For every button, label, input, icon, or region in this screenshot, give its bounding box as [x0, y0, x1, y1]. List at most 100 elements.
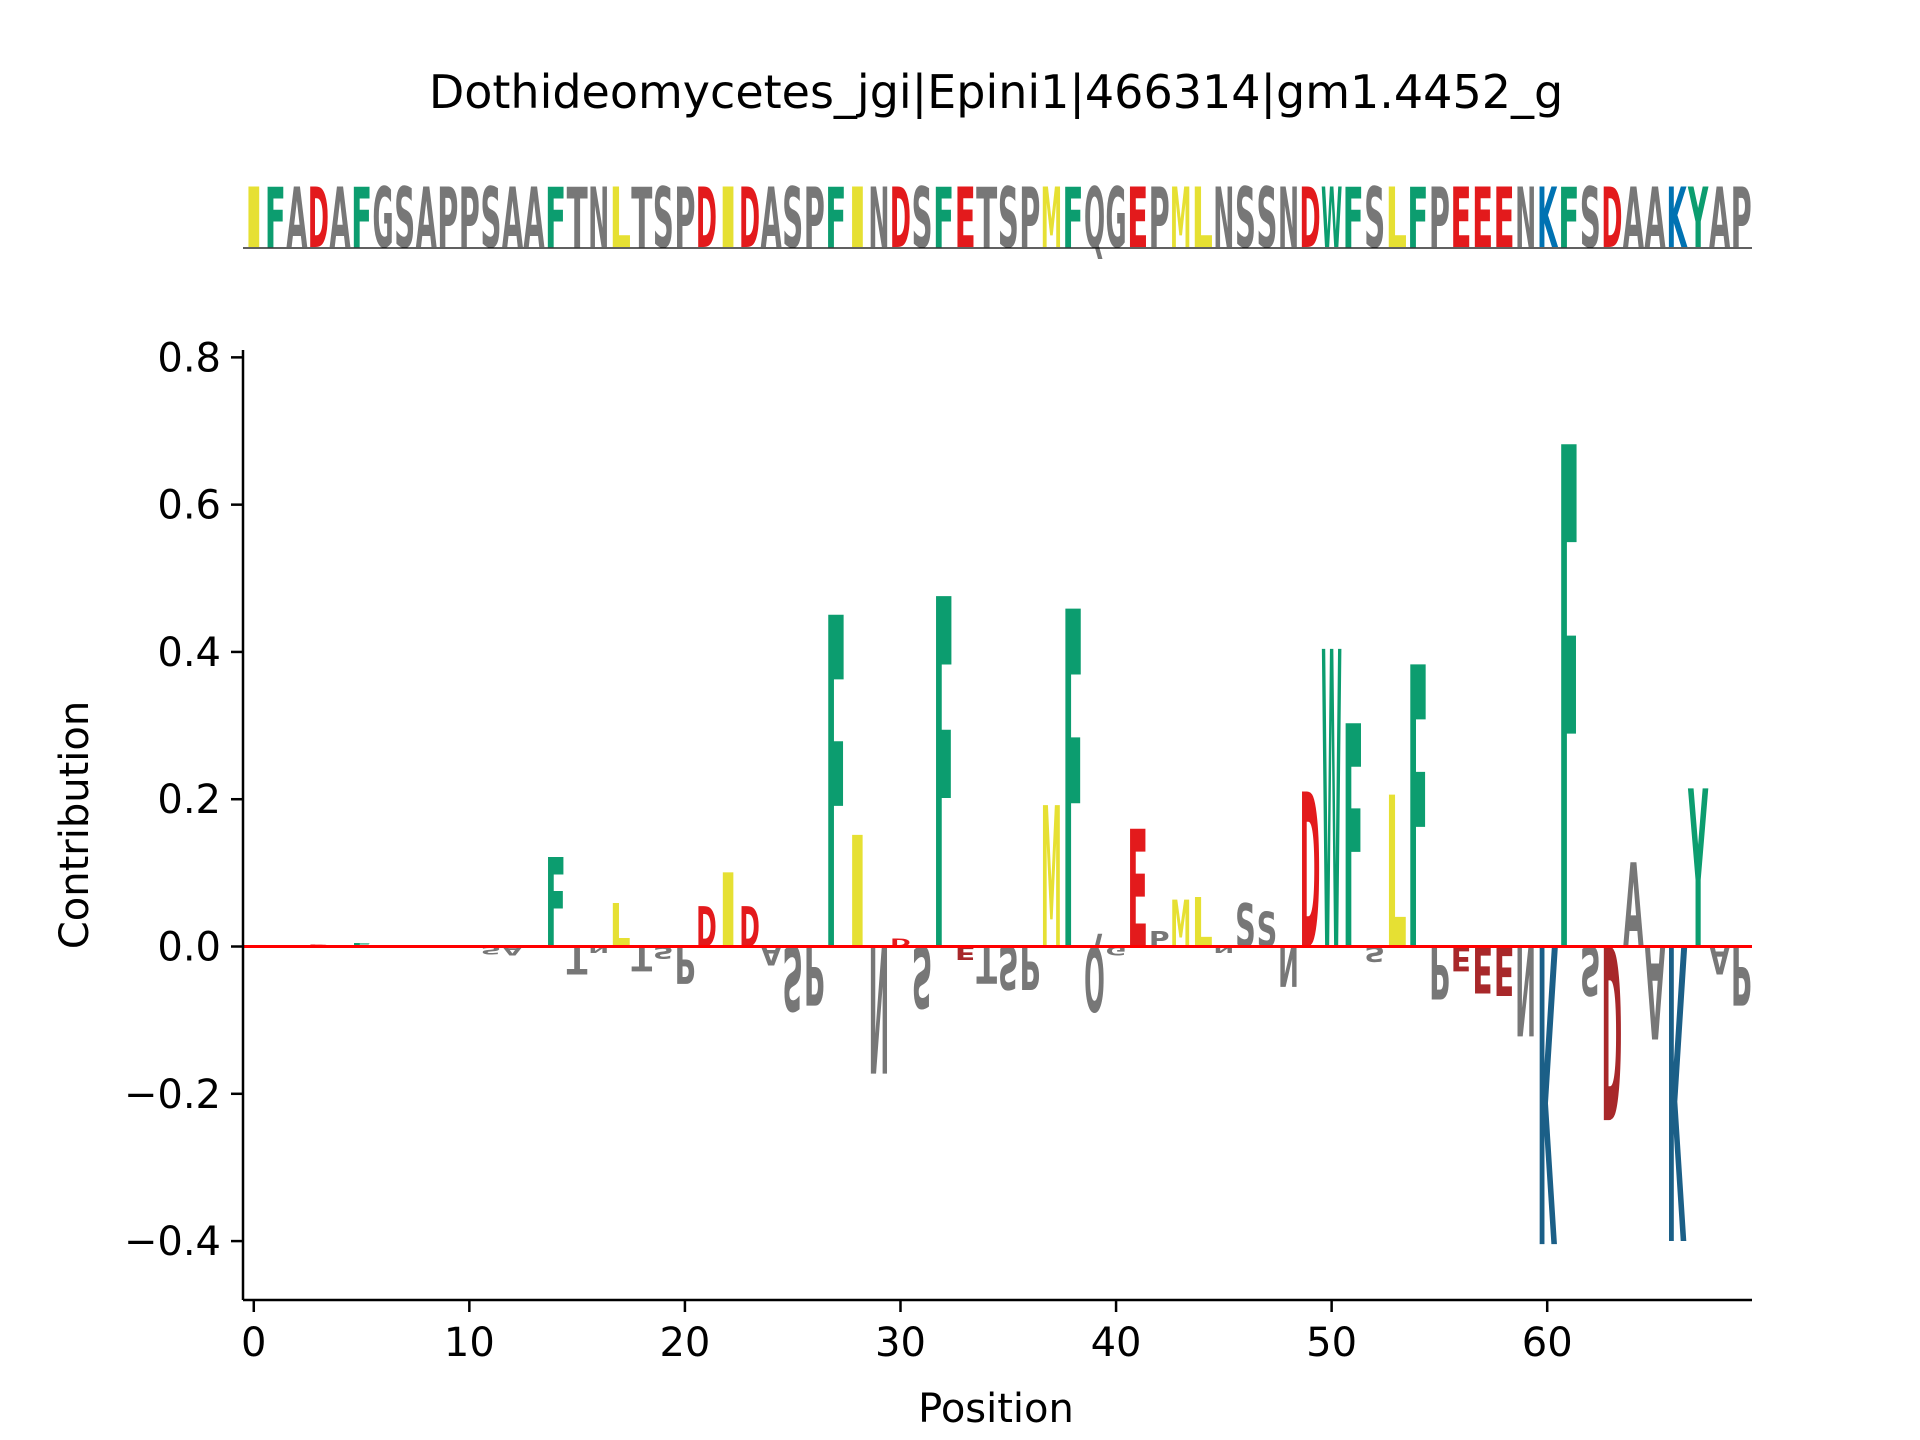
- contribution-glyph-45: N: [1214, 944, 1235, 954]
- contribution-letter-14: F: [545, 833, 566, 976]
- sequence-letter-51: F: [1343, 171, 1364, 268]
- sequence-letter-24: A: [761, 170, 782, 267]
- contribution-glyph-49: D: [1300, 749, 1321, 997]
- sequence-letter-42: P: [1149, 170, 1170, 266]
- contribution-glyph-16: N: [588, 944, 609, 954]
- contribution-glyph-26: P: [804, 927, 825, 1021]
- contribution-letter-53: L: [1386, 754, 1407, 996]
- contribution-letter-56: E: [1451, 938, 1472, 977]
- contribution-glyph-32: F: [933, 502, 954, 1061]
- y-ticks: −0.4 −0.2 0.0 0.2 0.4 0.6 0.8: [124, 335, 243, 1265]
- sequence-letter-33: E: [955, 171, 976, 268]
- contribution-letter-26: P: [804, 927, 825, 1021]
- x-tick-label: 20: [659, 1320, 710, 1366]
- contribution-glyph-42: P: [1149, 927, 1170, 952]
- sequence-letter-41: E: [1127, 171, 1148, 268]
- sequence-letter-6: G: [373, 169, 394, 267]
- contribution-letter-57: E: [1472, 930, 1493, 1004]
- contribution-letter-68: A: [1709, 936, 1730, 981]
- contribution-glyph-61: F: [1558, 308, 1579, 1110]
- contribution-letter-48: N: [1278, 933, 1299, 998]
- contribution-letter-24: A: [761, 940, 782, 970]
- sequence-letter-62: S: [1580, 169, 1601, 266]
- contribution-glyph-37: M: [1041, 767, 1062, 993]
- contribution-letter-18: T: [631, 938, 652, 977]
- contribution-glyph-27: F: [825, 526, 846, 1055]
- sequence-letter-44: L: [1192, 171, 1213, 268]
- sequence-letter-2: A: [286, 170, 307, 267]
- contribution-letter-37: M: [1041, 767, 1062, 993]
- x-axis-label: Position: [918, 1386, 1074, 1432]
- sequence-letter-57: E: [1472, 171, 1493, 268]
- sequence-letter-19: S: [653, 169, 674, 266]
- contribution-glyph-19: S: [653, 942, 674, 962]
- sequence-letter-27: F: [825, 171, 846, 268]
- contribution-glyph-67: Y: [1688, 745, 1709, 998]
- y-tick-label: 0.6: [157, 483, 221, 529]
- contribution-letter-63: D: [1602, 890, 1623, 1167]
- sequence-letter-43: M: [1170, 171, 1191, 268]
- contribution-letter-44: L: [1192, 883, 1213, 963]
- sequence-letter-58: E: [1494, 171, 1515, 268]
- contribution-marks: DFSAFTNLTSPDIDASPFINDSFETSPMFQGEPMLNSSND…: [308, 308, 1751, 1325]
- contribution-letter-46: S: [1235, 893, 1256, 962]
- contribution-letter-62: S: [1580, 930, 1601, 1009]
- contribution-letter-43: M: [1170, 888, 1191, 962]
- sequence-letter-12: A: [502, 170, 523, 267]
- sequence-letter-52: S: [1364, 169, 1385, 266]
- contribution-glyph-34: T: [976, 934, 997, 993]
- contribution-glyph-33: E: [955, 942, 976, 963]
- contribution-glyph-52: S: [1364, 941, 1385, 965]
- sequence-letter-31: S: [911, 169, 932, 266]
- contribution-glyph-62: S: [1580, 930, 1601, 1009]
- sequence-letter-7: S: [394, 169, 415, 266]
- contribution-glyph-58: E: [1494, 930, 1515, 1010]
- contribution-letter-58: E: [1494, 930, 1515, 1010]
- contribution-glyph-47: S: [1257, 904, 1278, 958]
- contribution-letter-66: K: [1667, 851, 1688, 1322]
- contribution-letter-49: D: [1300, 749, 1321, 997]
- contribution-letter-55: P: [1429, 928, 1450, 1012]
- contribution-glyph-65: A: [1645, 916, 1666, 1065]
- contribution-glyph-30: D: [890, 937, 911, 949]
- sequence-letter-15: T: [567, 171, 588, 268]
- sequence-letter-40: G: [1106, 169, 1127, 267]
- contribution-glyph-55: P: [1429, 928, 1450, 1012]
- x-tick-label: 40: [1091, 1320, 1142, 1366]
- sequence-letter-65: A: [1644, 170, 1665, 267]
- sequence-letter-16: N: [588, 169, 609, 267]
- contribution-glyph-54: F: [1408, 587, 1429, 1038]
- contribution-letter-51: F: [1343, 664, 1364, 1020]
- sequence-letter-53: L: [1386, 171, 1407, 268]
- sequence-letter-66: K: [1666, 170, 1687, 268]
- contribution-glyph-43: M: [1170, 888, 1191, 962]
- sequence-letter-9: P: [437, 170, 458, 266]
- sequence-letter-46: S: [1235, 169, 1256, 266]
- sequence-letter-25: S: [782, 169, 803, 266]
- x-tick-label: 50: [1306, 1320, 1357, 1366]
- contribution-letter-54: F: [1408, 587, 1429, 1038]
- y-tick-label: 0.0: [157, 925, 221, 971]
- sequence-letter-4: A: [329, 170, 350, 267]
- sequence-letter-21: D: [696, 169, 717, 267]
- sequence-letter-20: P: [674, 170, 695, 266]
- contribution-letter-42: P: [1149, 927, 1170, 952]
- x-tick-label: 60: [1522, 1320, 1573, 1366]
- sequence-letter-36: P: [1019, 170, 1040, 266]
- sequence-letter-47: S: [1256, 169, 1277, 266]
- sequence-letter-23: D: [739, 169, 760, 267]
- sequence-letter-1: F: [265, 171, 286, 268]
- x-ticks: 0 10 20 30 40 50 60: [241, 1300, 1573, 1366]
- sequence-letter-54: F: [1407, 171, 1428, 268]
- contribution-letter-22: I: [718, 852, 739, 971]
- contribution-glyph-41: E: [1127, 797, 1148, 985]
- contribution-glyph-51: F: [1343, 664, 1364, 1020]
- contribution-letter-33: E: [955, 942, 976, 963]
- contribution-letter-36: P: [1019, 931, 1040, 1000]
- sequence-letter-26: P: [804, 170, 825, 266]
- contribution-glyph-23: D: [739, 896, 760, 960]
- contribution-letter-60: K: [1537, 849, 1558, 1324]
- y-tick-label: 0.8: [157, 335, 221, 381]
- sequence-letter-14: F: [545, 171, 566, 268]
